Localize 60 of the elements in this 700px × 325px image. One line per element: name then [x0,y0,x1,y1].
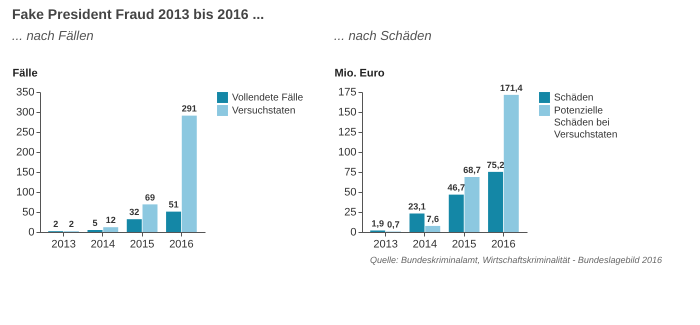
legend-label: Vollendete Fälle [232,92,304,104]
data-label: 12 [106,215,116,226]
y-tick-label: 250 [16,126,34,138]
y-tick-label: 50 [22,206,34,218]
x-tick-label: 2013 [373,238,398,250]
data-label: 171,4 [500,82,523,93]
y-tick-label: 0 [28,226,34,238]
data-label: 2 [68,219,74,230]
data-label: 51 [168,200,179,210]
data-label: 1,9 [371,218,384,228]
x-tick-label: 2016 [491,238,516,250]
data-label: 69 [144,192,156,202]
y-axis-title: Fälle [12,68,38,80]
data-label: 68,7 [463,165,481,176]
data-label: 5 [92,218,98,228]
y-tick-label: 50 [344,186,356,198]
bar [488,172,504,232]
bar [103,227,118,232]
source-note: Quelle: Bundeskriminalamt, Wirtschaftskriminalität - Bundeslagebild 2016 [370,255,662,265]
x-tick-label: 2015 [452,238,476,250]
bar [410,214,424,232]
y-tick-label: 150 [16,166,34,178]
y-tick-label: 125 [338,126,356,138]
data-label: 291 [182,104,197,114]
y-tick-label: 0 [350,226,356,238]
data-label: 7,6 [426,214,439,224]
bar [464,177,480,232]
x-tick-label: 2013 [51,238,76,250]
y-tick-label: 75 [344,166,356,178]
bar [504,94,519,232]
data-label: 75,2 [486,160,504,170]
y-tick-label: 350 [16,86,34,98]
y-tick-label: 150 [338,106,356,118]
x-tick-label: 2014 [90,238,116,250]
chart-subtitle: ... nach Schäden [334,28,432,43]
legend-label: Schäden [554,92,594,104]
bar [166,212,182,232]
y-axis-title: Mio. Euro [334,68,385,80]
chart-title: Fake President Fraud 2013 bis 2016 ... [12,6,264,22]
bar [182,116,197,232]
legend-label: Potenzielle Schäden bei Versuchstaten [554,106,618,140]
y-tick-label: 25 [344,206,356,218]
bar [425,226,440,232]
x-tick-label: 2016 [169,238,194,250]
x-tick-label: 2014 [412,238,438,250]
chart-subtitle: ... nach Fällen [12,28,94,43]
data-label: 23,1 [408,202,426,212]
y-tick-label: 200 [16,146,34,158]
x-tick-label: 2015 [130,238,154,250]
legend-label: Versuchstaten [232,106,296,116]
data-label: 0,7 [387,219,400,230]
y-tick-label: 100 [16,186,34,198]
y-tick-label: 300 [16,106,34,118]
bar [448,194,464,232]
y-tick-label: 175 [338,86,356,98]
bar [126,219,142,232]
data-label: 32 [129,207,140,218]
bar [142,204,158,232]
data-label: 2 [53,219,58,230]
y-tick-label: 100 [338,146,356,158]
